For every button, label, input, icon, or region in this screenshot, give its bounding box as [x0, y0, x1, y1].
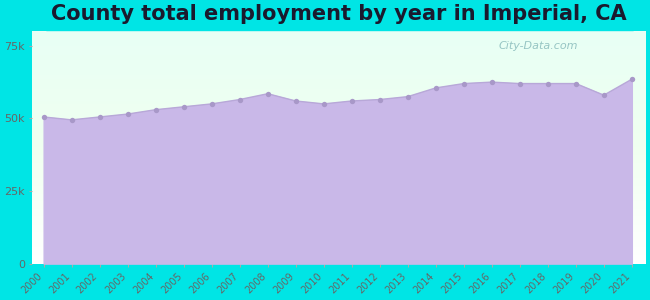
Point [430, 85, 441, 90]
Point [150, 107, 161, 112]
Point [627, 77, 637, 82]
Point [263, 91, 273, 96]
Point [38, 115, 49, 119]
Point [458, 81, 469, 86]
Point [374, 97, 385, 102]
Point [66, 118, 77, 122]
Point [291, 99, 301, 103]
Point [122, 112, 133, 116]
Point [235, 97, 245, 102]
Title: County total employment by year in Imperial, CA: County total employment by year in Imper… [51, 4, 627, 24]
Text: City-Data.com: City-Data.com [499, 40, 578, 51]
Point [402, 94, 413, 99]
Point [179, 104, 189, 109]
Point [599, 93, 609, 98]
Point [207, 101, 217, 106]
Point [487, 80, 497, 85]
Point [94, 115, 105, 119]
Point [515, 81, 525, 86]
Point [543, 81, 553, 86]
Point [571, 81, 581, 86]
Point [346, 99, 357, 103]
Point [318, 101, 329, 106]
